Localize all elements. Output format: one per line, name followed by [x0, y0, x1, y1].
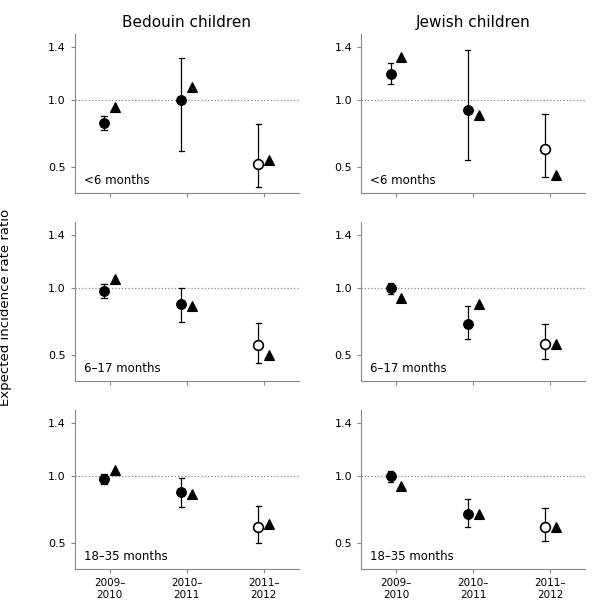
Title: Bedouin children: Bedouin children [122, 15, 251, 30]
Text: 6–17 months: 6–17 months [370, 362, 447, 375]
Text: <6 months: <6 months [84, 174, 149, 187]
Title: Jewish children: Jewish children [416, 15, 530, 30]
Text: 18–35 months: 18–35 months [84, 550, 167, 563]
Text: Expected incidence rate ratio: Expected incidence rate ratio [0, 209, 13, 406]
Text: 18–35 months: 18–35 months [370, 550, 454, 563]
Text: 6–17 months: 6–17 months [84, 362, 160, 375]
Text: <6 months: <6 months [370, 174, 436, 187]
